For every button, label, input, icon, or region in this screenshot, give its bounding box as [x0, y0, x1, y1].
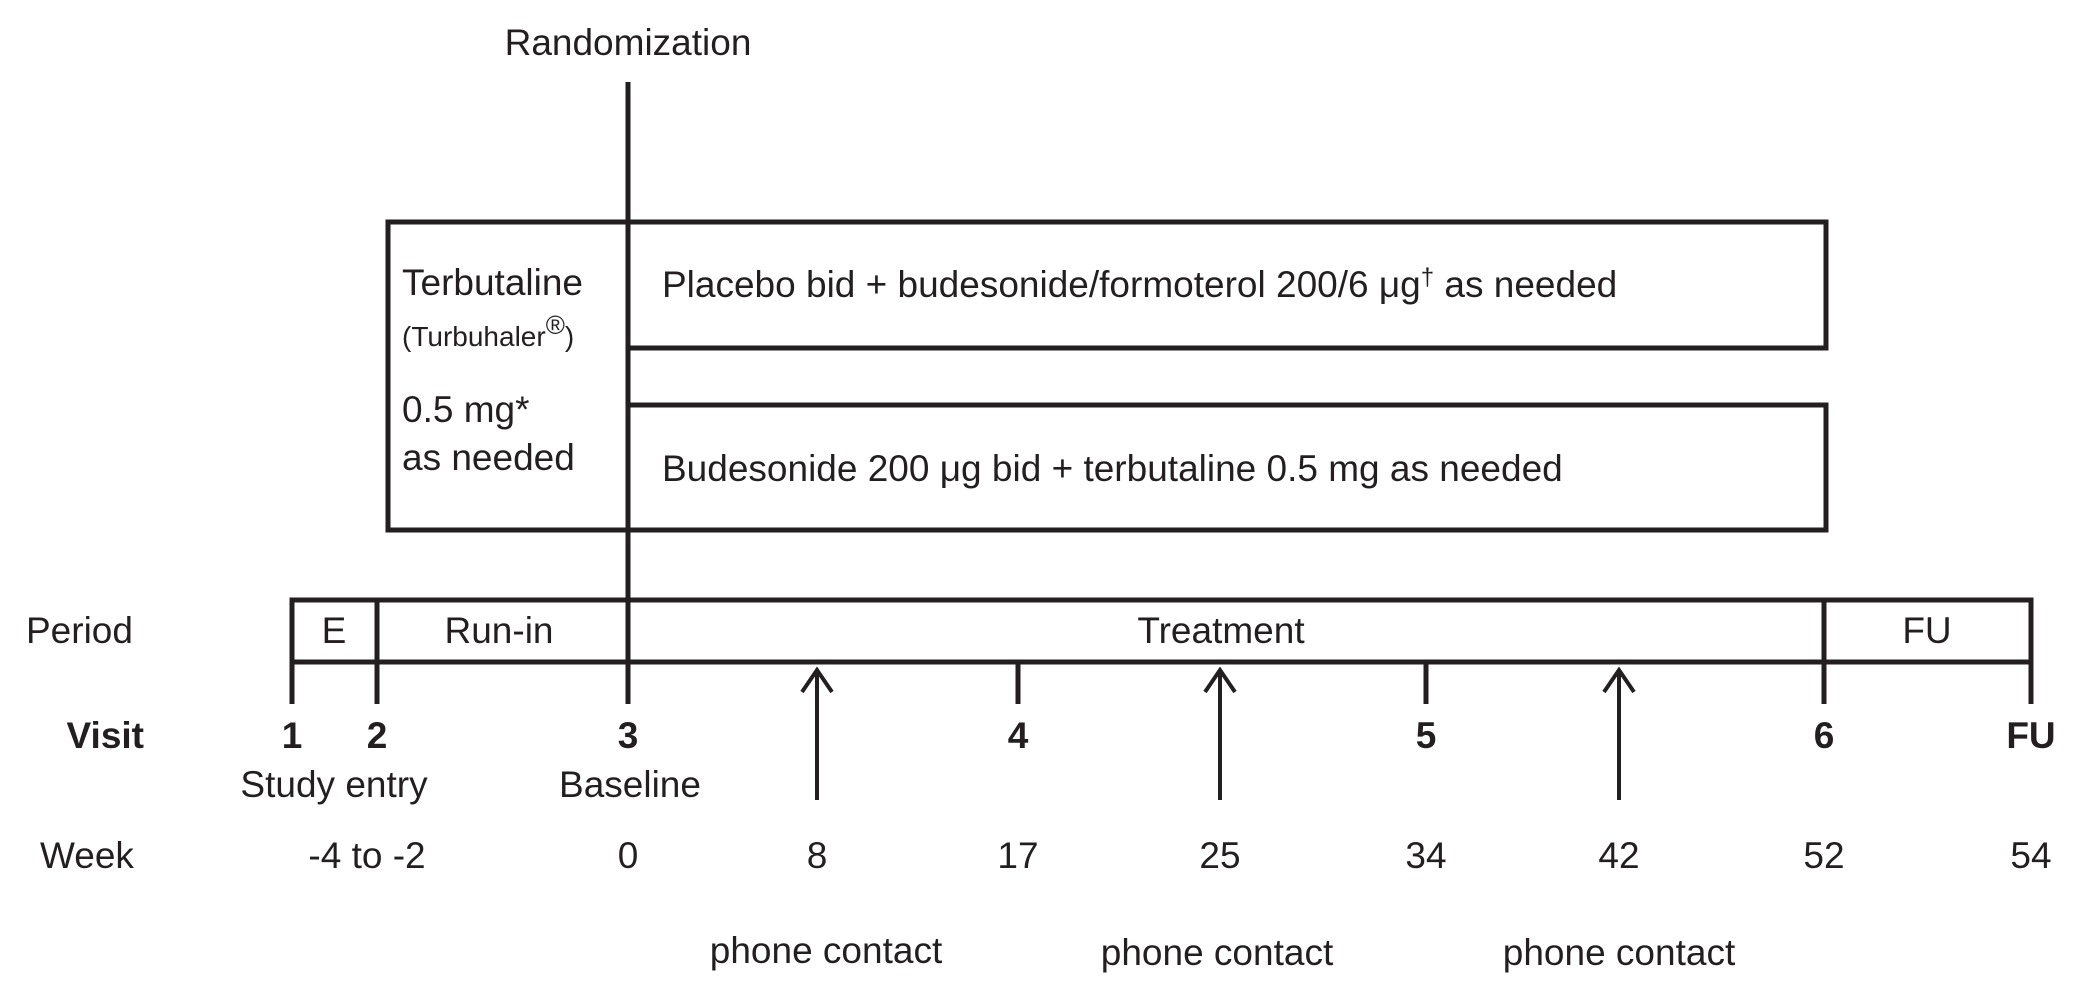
visit-number-1: 1 [282, 715, 303, 756]
week-value-52: 52 [1803, 835, 1844, 876]
week-value-25: 25 [1199, 835, 1240, 876]
visit-number-3: 3 [618, 715, 639, 756]
visit-row-label: Visit [67, 715, 144, 756]
period-segment-fu: FU [1902, 610, 1951, 651]
phone-contact-arrow-week-42 [1602, 666, 1636, 800]
visit-number-4: 4 [1008, 715, 1029, 756]
visit-caption-baseline: Baseline [559, 764, 701, 805]
period-segment-treatment: Treatment [1137, 610, 1305, 651]
week-value-17: 17 [997, 835, 1038, 876]
phone-contact-label-3: phone contact [1503, 932, 1736, 973]
phone-contact-label-1: phone contact [710, 930, 943, 971]
week-value-34: 34 [1405, 835, 1446, 876]
week-value-54: 54 [2010, 835, 2051, 876]
phone-contact-label-2: phone contact [1101, 932, 1334, 973]
run-in-treatment-box [385, 219, 631, 533]
period-segment-e: E [322, 610, 347, 651]
visit-caption-study-entry: Study entry [240, 764, 428, 805]
run-in-device: (Turbuhaler®) [402, 310, 574, 352]
phone-contact-arrow-week-8 [800, 666, 834, 800]
phone-contact-arrow-week-25 [1203, 666, 1237, 800]
visit-number-5: 5 [1416, 715, 1437, 756]
week-value-run-in: -4 to -2 [308, 835, 425, 876]
run-in-drug: Terbutaline [402, 262, 583, 303]
visit-number-6: 6 [1814, 715, 1835, 756]
period-bar [289, 597, 2034, 665]
arm-box-1 [625, 219, 1829, 351]
arm-box-2 [625, 402, 1829, 533]
arm-label-2: Budesonide 200 μg bid + terbutaline 0.5 … [662, 448, 1563, 489]
week-value-42: 42 [1598, 835, 1639, 876]
arm-label-1: Placebo bid + budesonide/formoterol 200/… [662, 264, 1617, 305]
run-in-usage: as needed [402, 437, 575, 478]
week-row-label: Week [40, 835, 134, 876]
week-value-8: 8 [807, 835, 828, 876]
period-row-label: Period [26, 610, 133, 651]
visit-number-fu: FU [2006, 715, 2055, 756]
period-segment-run-in: Run-in [445, 610, 554, 651]
run-in-dose: 0.5 mg* [402, 389, 530, 430]
week-value-0: 0 [618, 835, 639, 876]
randomization-label: Randomization [505, 22, 752, 63]
visit-number-2: 2 [367, 715, 388, 756]
